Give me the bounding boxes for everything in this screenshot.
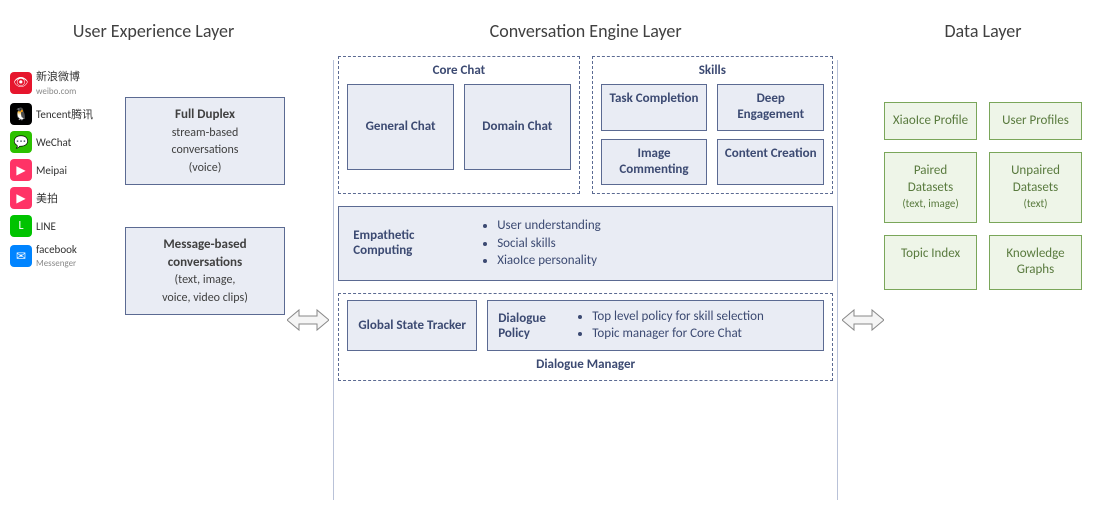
- wechat-label: WeChat: [36, 136, 71, 149]
- skill-image-commenting: Image Commenting: [601, 139, 708, 186]
- logo-messenger: ✉facebookMessenger: [10, 243, 110, 269]
- global-state-tracker-box: Global State Tracker: [347, 300, 477, 352]
- skills-group: Skills Task Completion Deep Engagement I…: [592, 56, 833, 194]
- data-box-3: Unpaired Datasets(text): [989, 152, 1082, 223]
- dp-bullet-0: Top level policy for skill selection: [592, 309, 764, 326]
- skills-title: Skills: [601, 63, 824, 78]
- msg-l1: conversations: [168, 255, 242, 270]
- weibo-label: 新浪微博weibo.com: [36, 68, 80, 97]
- logo-wechat: 💬 WeChat: [10, 131, 110, 153]
- logo-meipai-cn: ▶美拍: [10, 187, 110, 209]
- msg-l2: (text, image,: [175, 273, 236, 287]
- data-box-4: Topic Index: [884, 235, 977, 290]
- separator-1: [333, 60, 334, 500]
- dialogue-policy-box: Dialogue Policy Top level policy for ski…: [487, 300, 824, 352]
- logo-qq: 🐧Tencent腾讯: [10, 103, 110, 125]
- data-box-2: Paired Datasets(text, image): [884, 152, 977, 223]
- full-duplex-l2: conversations: [171, 143, 238, 157]
- platform-logos: 👁新浪微博weibo.com🐧Tencent腾讯💬WeChat▶Meipai▶美…: [10, 68, 110, 269]
- qq-label: Tencent腾讯: [36, 106, 93, 122]
- conversation-engine-layer: Conversation Engine Layer Core Chat Gene…: [338, 20, 833, 381]
- qq-icon: 🐧: [10, 103, 32, 125]
- data-layer-grid: XiaoIce Profile User Profiles Paired Datas…: [884, 102, 1082, 290]
- logo-line: L LINE: [10, 215, 110, 237]
- dialogue-policy-label: Dialogue Policy: [498, 311, 568, 341]
- logo-weibo: 👁新浪微博weibo.com: [10, 68, 110, 97]
- uel-title: User Experience Layer: [20, 20, 287, 42]
- emp-bullet-1: Social skills: [497, 235, 601, 253]
- arrow-left: [287, 300, 329, 340]
- core-chat-title: Core Chat: [347, 63, 570, 78]
- message-based-box: Message-based conversations (text, image…: [125, 227, 285, 315]
- msg-l3: voice, video clips): [162, 291, 248, 305]
- full-duplex-l1: stream-based: [172, 126, 239, 140]
- meipai-icon: ▶: [10, 159, 32, 181]
- line-label: LINE: [36, 220, 56, 233]
- empathetic-bullets: User understanding Social skills XiaoIce…: [481, 217, 601, 270]
- cel-title: Conversation Engine Layer: [338, 20, 833, 42]
- diagram-root: User Experience Layer 👁新浪微博weibo.com🐧Ten…: [20, 20, 1082, 500]
- dialogue-manager-group: Global State Tracker Dialogue Policy Top…: [338, 293, 833, 382]
- arrow-right: [842, 300, 884, 340]
- core-chat-group: Core Chat General Chat Domain Chat: [338, 56, 579, 194]
- data-box-5: Knowledge Graphs: [989, 235, 1082, 290]
- msg-title: Message-based: [163, 237, 246, 252]
- wechat-icon: 💬: [10, 131, 32, 153]
- full-duplex-l3: (voice): [189, 161, 222, 175]
- weibo-icon: 👁: [10, 72, 32, 94]
- data-layer: Data Layer XiaoIce Profile User Profiles P…: [884, 20, 1082, 290]
- full-duplex-title: Full Duplex: [175, 107, 235, 122]
- skill-task-completion: Task Completion: [601, 84, 708, 131]
- skill-deep-engagement: Deep Engagement: [717, 84, 824, 131]
- user-experience-layer: User Experience Layer 👁新浪微博weibo.com🐧Ten…: [20, 20, 287, 315]
- separator-2: [837, 60, 838, 500]
- meipai-label: Meipai: [36, 164, 67, 177]
- dl-title: Data Layer: [884, 20, 1082, 42]
- dialogue-policy-bullets: Top level policy for skill selection Top…: [578, 309, 764, 343]
- emp-bullet-0: User understanding: [497, 217, 601, 235]
- logo-meipai: ▶ Meipai: [10, 159, 110, 181]
- general-chat-box: General Chat: [347, 84, 454, 170]
- messenger-label: facebookMessenger: [36, 243, 77, 269]
- meipai-cn-label: 美拍: [36, 190, 58, 206]
- skill-content-creation: Content Creation: [717, 139, 824, 186]
- empathetic-computing-box: Empathetic Computing User understanding …: [338, 206, 833, 281]
- dp-bullet-1: Topic manager for Core Chat: [592, 326, 764, 343]
- meipai-cn-icon: ▶: [10, 187, 32, 209]
- data-box-0: XiaoIce Profile: [884, 102, 977, 140]
- data-box-1: User Profiles: [989, 102, 1082, 140]
- empathetic-label: Empathetic Computing: [353, 228, 463, 258]
- messenger-icon: ✉: [10, 245, 32, 267]
- emp-bullet-2: XiaoIce personality: [497, 252, 601, 270]
- domain-chat-box: Domain Chat: [464, 84, 571, 170]
- dialogue-manager-title: Dialogue Manager: [347, 357, 824, 372]
- line-icon: L: [10, 215, 32, 237]
- full-duplex-box: Full Duplex stream-based conversations (…: [125, 97, 285, 185]
